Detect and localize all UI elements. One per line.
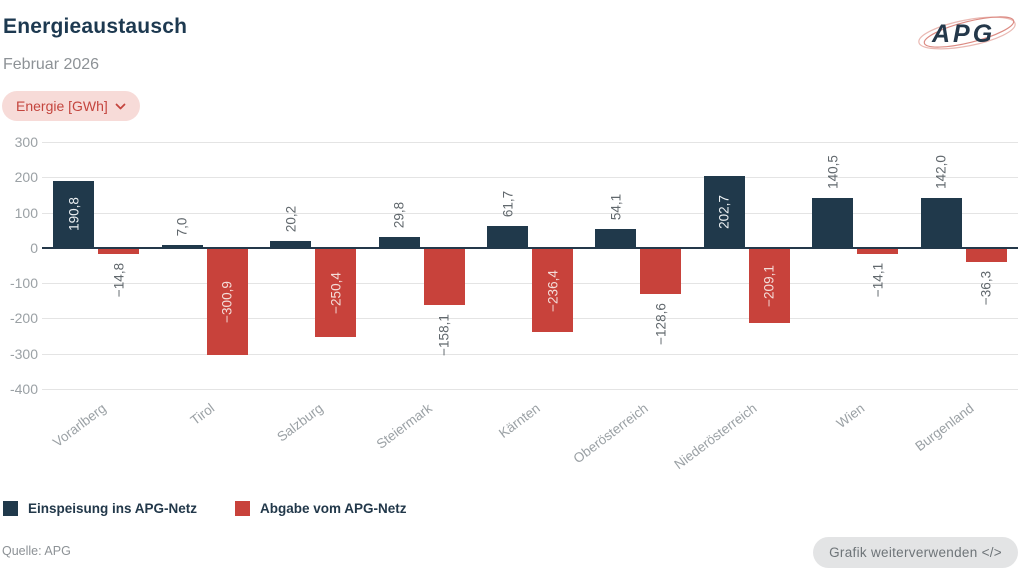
bar-value-label: −36,3 [978,270,994,305]
gridline [42,212,1018,214]
bar-value-label: −14,8 [111,262,127,298]
bar-value-label: 20,2 [283,205,299,232]
abgabe-bar-burgenland[interactable] [965,248,1007,262]
gridline [42,353,1018,355]
abgabe-bar-vorarlberg[interactable] [98,248,140,255]
x-axis-label-oberösterreich: Oberösterreich [570,400,652,467]
abgabe-bar-wien[interactable] [857,248,899,254]
legend-label: Einspeisung ins APG-Netz [28,501,198,516]
abgabe-bar-niederösterreich[interactable] [748,248,790,323]
x-axis-label-burgenland: Burgenland [912,400,977,455]
x-axis-label-niederösterreich: Niederösterreich [671,400,760,473]
zero-axis-line [42,246,1018,249]
legend-label: Abgabe vom APG-Netz [260,501,407,516]
x-axis-label-tirol: Tirol [187,400,217,428]
bar-value-label: −250,4 [328,272,344,314]
bar-value-label: 7,0 [174,217,190,237]
unit-dropdown[interactable]: Energie [GWh] [2,91,140,121]
einspeisung-bar-oberösterreich[interactable] [595,228,637,248]
einspeisung-bar-burgenland[interactable] [920,197,962,248]
einspeisung-bar-salzburg[interactable] [270,240,312,248]
einspeisung-bar-wien[interactable] [812,198,854,248]
unit-dropdown-label: Energie [GWh] [16,98,108,114]
legend-swatch [3,501,18,516]
bar-value-label: 29,8 [391,202,407,229]
abgabe-bar-kärnten[interactable] [532,248,573,333]
bar-value-label: 190,8 [66,197,82,232]
source-note: Quelle: APG [2,544,71,558]
apg-logo: APG [918,16,1016,50]
gridline [42,318,1018,320]
einspeisung-bar-tirol[interactable] [161,245,203,248]
bar-value-label: −300,9 [219,281,235,323]
reuse-chart-button[interactable]: Grafik weiterverwenden </> [813,537,1018,568]
y-axis-tick: 0 [30,239,38,256]
bar-value-label: −158,1 [436,313,452,356]
y-axis-tick: 300 [14,134,38,150]
bar-value-label: 142,0 [933,154,949,189]
bar-value-label: 140,5 [825,155,841,190]
x-axis-label-vorarlberg: Vorarlberg [50,400,110,450]
einspeisung-bar-niederösterreich[interactable] [703,176,745,248]
x-axis-label-wien: Wien [834,400,868,432]
legend-item-einspeisung[interactable]: Einspeisung ins APG-Netz [3,501,197,516]
gridline [42,142,1018,143]
abgabe-bar-oberösterreich[interactable] [640,248,682,295]
abgabe-bar-steiermark[interactable] [423,248,465,305]
y-axis-tick: -400 [9,381,38,397]
y-axis-tick: 100 [14,204,38,221]
einspeisung-bar-kärnten[interactable] [487,226,528,248]
abgabe-bar-salzburg[interactable] [315,248,357,338]
gridline [42,389,1018,390]
x-axis-label-salzburg: Salzburg [274,400,326,445]
bar-value-label: 54,1 [608,193,624,220]
bar-value-label: −209,1 [761,264,777,307]
bar-value-label: −236,4 [545,269,560,312]
x-axis-label-kärnten: Kärnten [496,400,543,441]
legend-swatch [235,501,251,516]
einspeisung-bar-vorarlberg[interactable] [53,180,95,248]
legend-item-abgabe[interactable]: Abgabe vom APG-Netz [235,501,407,516]
x-axis-label-steiermark: Steiermark [373,400,435,452]
period-subtitle: Februar 2026 [3,56,100,73]
y-axis-tick: -300 [9,345,38,362]
y-axis-tick: -200 [9,310,38,327]
chart-legend: Einspeisung ins APG-Netz Abgabe vom APG-N… [3,501,407,516]
einspeisung-bar-steiermark[interactable] [378,237,420,248]
chevron-down-icon [115,103,126,110]
page-title: Energieaustausch [3,15,188,38]
bar-value-label: 202,7 [716,195,732,229]
reuse-chart-label: Grafik weiterverwenden </> [829,545,1002,560]
y-axis-tick: 200 [14,169,38,186]
y-axis-tick: -100 [9,275,38,292]
bar-value-label: −14,1 [870,262,886,297]
apg-logo-text: APG [931,20,995,48]
gridline [42,177,1018,179]
bar-value-label: 61,7 [500,190,515,218]
bar-value-label: −128,6 [653,303,669,346]
abgabe-bar-tirol[interactable] [206,248,248,356]
gridline [42,283,1018,285]
